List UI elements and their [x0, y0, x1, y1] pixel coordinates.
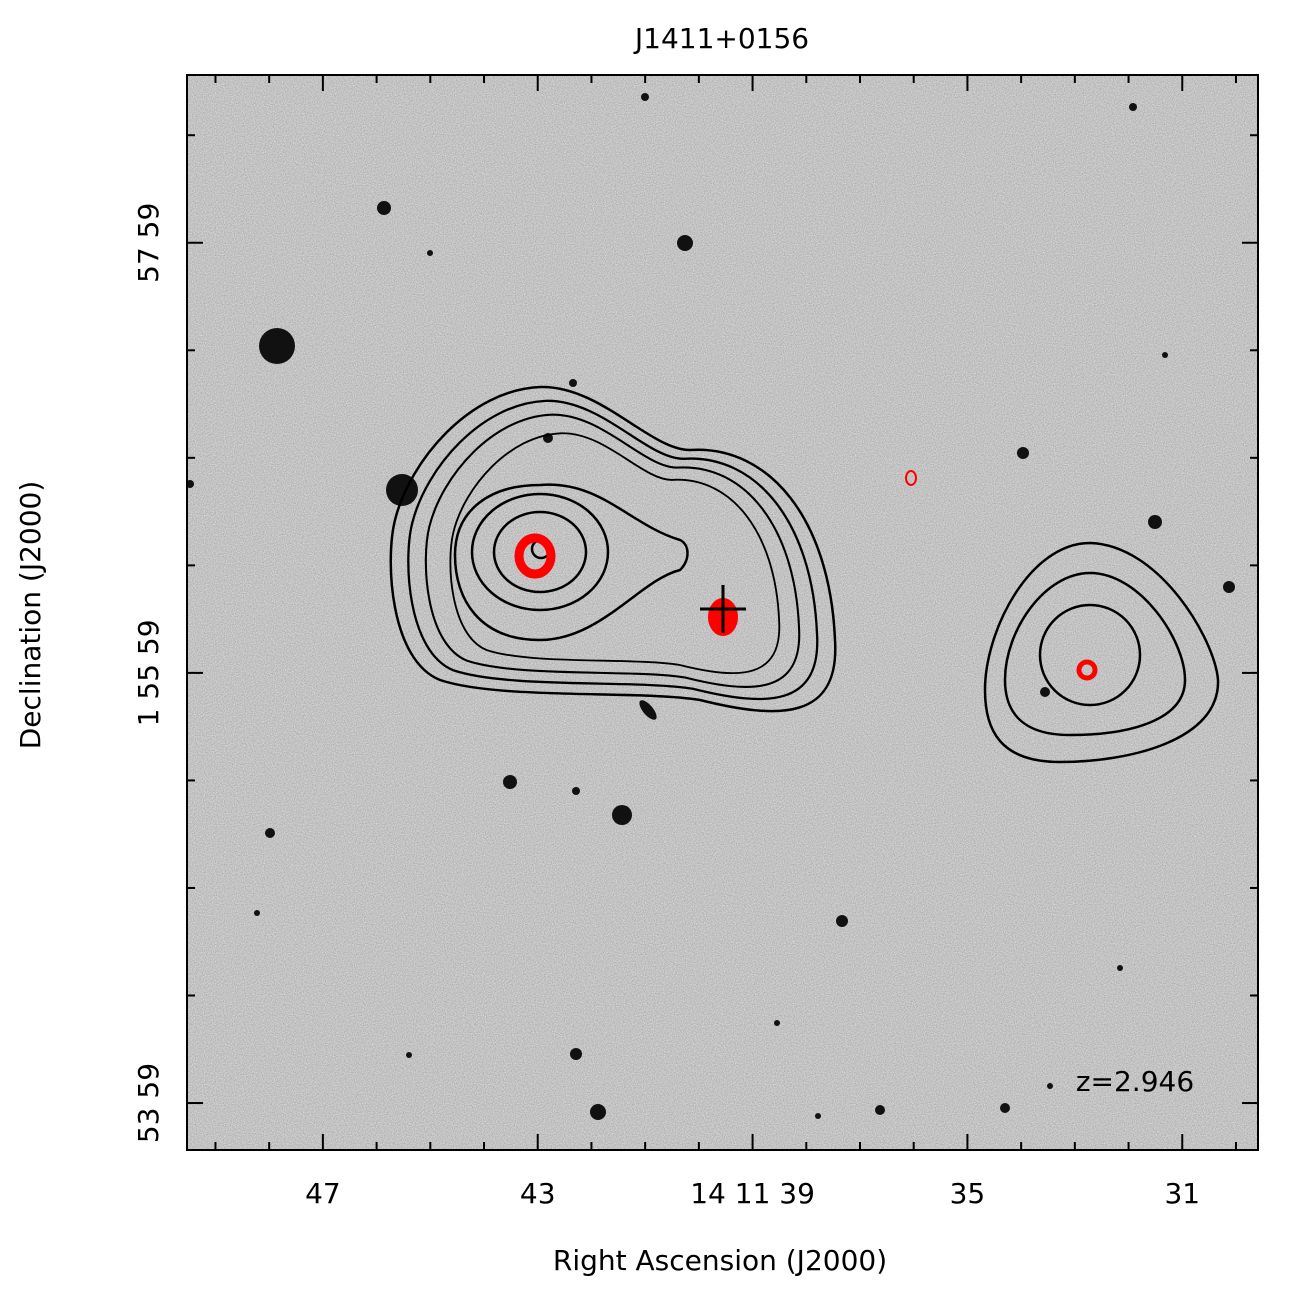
x-tick-label: 47 — [305, 1177, 341, 1210]
crosshair — [700, 585, 746, 633]
contour — [983, 541, 1220, 764]
x-tick-label: 43 — [520, 1177, 556, 1210]
y-tick-label: 1 55 59 — [132, 619, 165, 726]
contour — [449, 432, 781, 674]
contour — [1038, 603, 1142, 707]
red-contour — [514, 533, 556, 579]
plot-frame — [186, 74, 1259, 1151]
contour — [492, 510, 588, 594]
y-tick-label: 57 59 — [132, 203, 165, 283]
x-tick-label: 31 — [1164, 1177, 1200, 1210]
annotation: z=2.946 — [1076, 1065, 1194, 1098]
contour — [453, 483, 689, 642]
x-tick-label: 14 11 39 — [690, 1177, 815, 1210]
chart-title: J1411+0156 — [633, 22, 809, 55]
red-contour — [905, 470, 917, 486]
contour — [407, 399, 819, 701]
contour — [470, 492, 610, 612]
y-axis-label: Declination (J2000) — [14, 481, 47, 750]
red-contour — [1076, 659, 1098, 681]
sky-image — [187, 75, 1258, 1150]
y-tick-label: 53 59 — [132, 1063, 165, 1143]
contour — [424, 413, 801, 688]
x-tick-label: 35 — [950, 1177, 986, 1210]
radio-contours — [389, 385, 1220, 764]
contour — [1003, 571, 1187, 737]
contour — [389, 385, 837, 713]
x-axis-label: Right Ascension (J2000) — [553, 1244, 887, 1277]
